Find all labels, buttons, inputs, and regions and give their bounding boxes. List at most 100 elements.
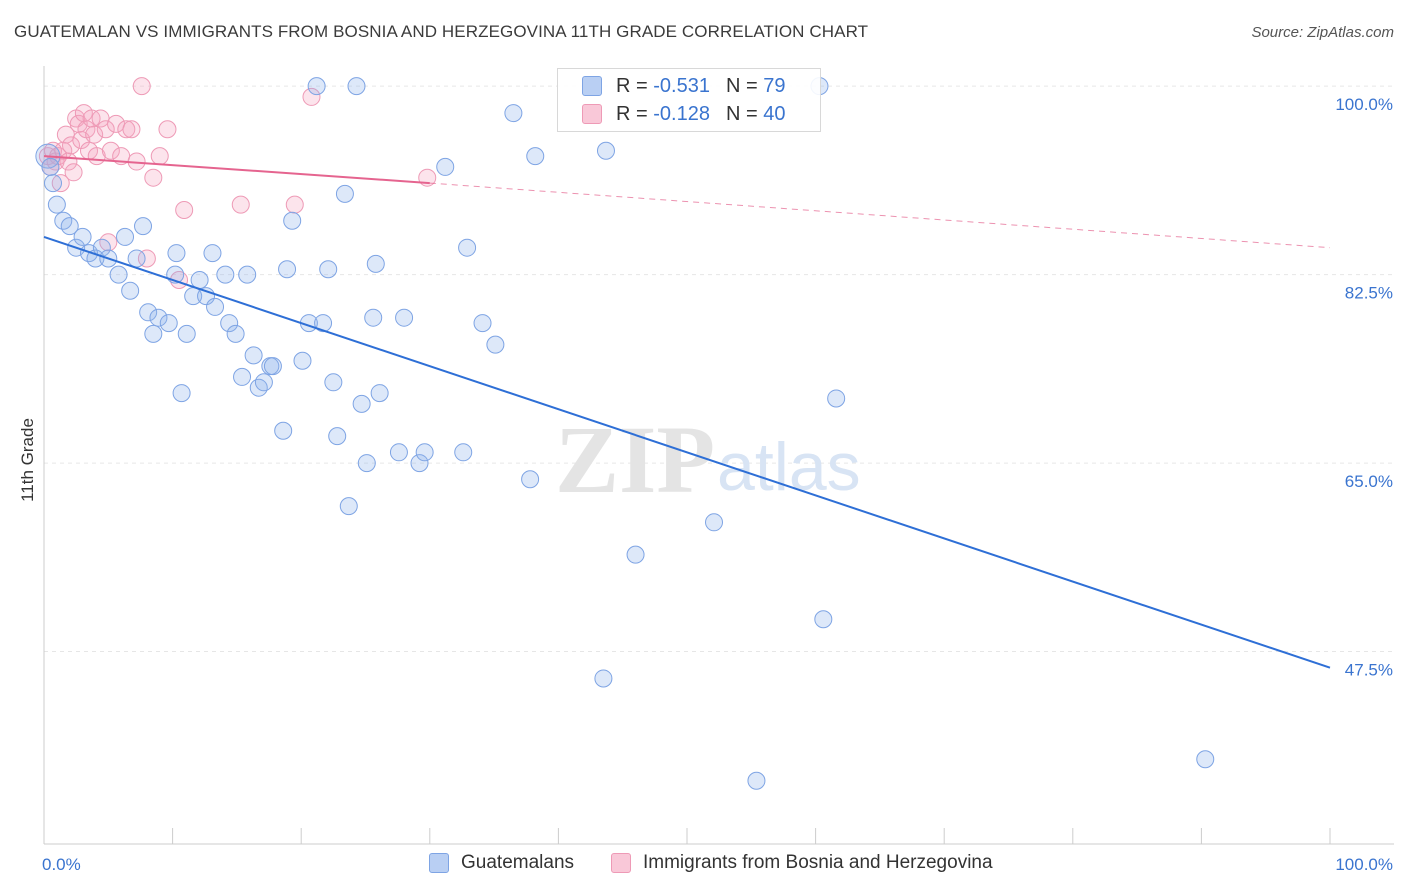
legend-n-label-1: N = <box>725 74 758 97</box>
guatemalan-point-1 <box>41 157 60 176</box>
guatemalan-point-47 <box>319 260 338 279</box>
legend-n-value-1: 79 <box>763 74 786 97</box>
series-legend-label-guatemalans: Guatemalans <box>461 852 575 873</box>
axes <box>43 66 1394 845</box>
series-legend-swatch-guatemalans <box>429 853 449 873</box>
guatemalan-point-12 <box>109 265 128 284</box>
bosnia-point-36 <box>231 195 250 214</box>
guatemalan-point-34 <box>238 265 257 284</box>
correlation-legend: R = -0.531 N = 79 R = -0.128 N = 40 <box>557 68 821 132</box>
guatemalan-point-46 <box>314 314 333 333</box>
guatemalan-point-66 <box>486 335 505 354</box>
bosnia-point-29 <box>132 77 151 96</box>
guatemalan-point-68 <box>521 470 540 489</box>
legend-n-value-2: 40 <box>763 102 786 125</box>
guatemalan-point-35 <box>244 346 263 365</box>
guatemalan-point-29 <box>206 297 225 316</box>
guatemalan-point-71 <box>596 141 615 160</box>
guatemalan-point-57 <box>370 384 389 403</box>
y-axis-label: 11th Grade <box>18 418 37 502</box>
guatemalan-point-55 <box>364 308 383 327</box>
legend-n-label-2: N = <box>725 102 758 125</box>
trend-lines <box>43 155 1331 669</box>
bosnia-point-18 <box>85 125 104 144</box>
guatemalan-point-59 <box>395 308 414 327</box>
guatemalan-point-74 <box>747 771 766 790</box>
bosnia-point-37 <box>285 195 304 214</box>
guatemalan-point-9 <box>86 249 105 268</box>
guatemalan-point-33 <box>233 367 252 386</box>
guatemalan-point-49 <box>328 427 347 446</box>
guatemalan-point-45 <box>307 77 326 96</box>
guatemalan-point-22 <box>167 244 186 263</box>
guatemalan-point-7 <box>73 227 92 246</box>
guatemalan-point-17 <box>139 303 158 322</box>
series-legend-guatemalans[interactable]: Guatemalans <box>429 852 574 874</box>
guatemalan-point-51 <box>339 497 358 516</box>
y-tick-label-0: 47.5% <box>1345 661 1393 680</box>
guatemalan-point-13 <box>116 227 135 246</box>
series-legend-bosnia[interactable]: Immigrants from Bosnia and Herzegovina <box>611 852 993 874</box>
guatemalan-point-30 <box>216 265 235 284</box>
chart-title: GUATEMALAN VS IMMIGRANTS FROM BOSNIA AND… <box>14 22 869 41</box>
guatemalan-point-26 <box>190 271 209 289</box>
guatemalan-point-20 <box>159 314 178 333</box>
x-tick-label-1: 100.0% <box>1335 855 1393 874</box>
tick-labels: 47.5% 65.0% 82.5% 100.0% 0.0% 100.0% <box>42 95 1393 874</box>
guatemalan-point-24 <box>177 324 196 343</box>
guatemalan-point-73 <box>705 513 724 532</box>
series-legend: Guatemalans Immigrants from Bosnia and H… <box>0 852 1406 878</box>
guatemalan-point-63 <box>454 443 473 462</box>
guatemalan-point-39 <box>263 357 282 376</box>
watermark-atlas: atlas <box>717 429 861 505</box>
watermark: ZIP atlas <box>555 406 861 513</box>
bosnia-point-23 <box>101 141 120 160</box>
guatemalan-point-70 <box>594 669 613 688</box>
legend-r-label-1: R = <box>616 74 648 97</box>
legend-r-value-1: -0.531 <box>653 74 710 97</box>
guatemalan-point-58 <box>389 443 408 462</box>
source-credit: Source: ZipAtlas.com <box>1251 24 1394 41</box>
bosnia-trend-line-extension <box>429 182 1331 249</box>
guatemalan-point-65 <box>473 314 492 333</box>
guatemalan-point-60 <box>410 454 429 473</box>
legend-row-bosnia: R = -0.128 N = 40 <box>582 101 785 127</box>
guatemalan-point-77 <box>827 389 846 408</box>
guatemalan-point-61 <box>415 443 434 462</box>
guatemalan-point-18 <box>144 324 163 343</box>
series-legend-label-bosnia: Immigrants from Bosnia and Herzegovina <box>643 852 993 873</box>
guatemalan-point-37 <box>254 373 273 392</box>
legend-swatch-bosnia <box>582 104 602 124</box>
legend-swatch-guatemalans <box>582 76 602 96</box>
legend-row-guatemalans: R = -0.531 N = 79 <box>582 73 785 99</box>
guatemalan-point-52 <box>347 77 366 96</box>
bosnia-point-10 <box>64 163 83 182</box>
guatemalan-point-3 <box>47 195 66 214</box>
guatemalan-point-28 <box>203 244 222 263</box>
x-tick-label-0: 0.0% <box>42 855 81 874</box>
guatemalan-point-67 <box>504 104 523 123</box>
guatemalan-point-23 <box>172 384 191 403</box>
y-tick-label-1: 65.0% <box>1345 472 1393 491</box>
guatemalan-point-43 <box>293 351 312 370</box>
bosnia-point-31 <box>144 168 163 187</box>
guatemalan-point-54 <box>357 454 376 473</box>
guatemalan-point-72 <box>626 545 645 564</box>
guatemalan-point-42 <box>283 211 302 230</box>
bosnia-point-33 <box>158 120 177 139</box>
guatemalan-point-19 <box>149 308 168 327</box>
guatemalan-point-31 <box>220 314 239 333</box>
legend-r-label-2: R = <box>616 102 648 125</box>
guatemalan-point-62 <box>436 157 455 176</box>
guatemalan-point-14 <box>121 281 140 300</box>
guatemalan-point-16 <box>134 217 153 236</box>
guatemalan-point-50 <box>335 184 354 203</box>
guatemalan-point-76 <box>814 610 833 629</box>
guatemalan-trend-line <box>43 235 1331 669</box>
guatemalan-point-56 <box>366 254 385 273</box>
bosnia-point-32 <box>150 147 169 166</box>
guatemalan-point-69 <box>526 147 545 166</box>
bosnia-point-38 <box>302 87 321 106</box>
guatemalan-point-41 <box>278 260 297 279</box>
